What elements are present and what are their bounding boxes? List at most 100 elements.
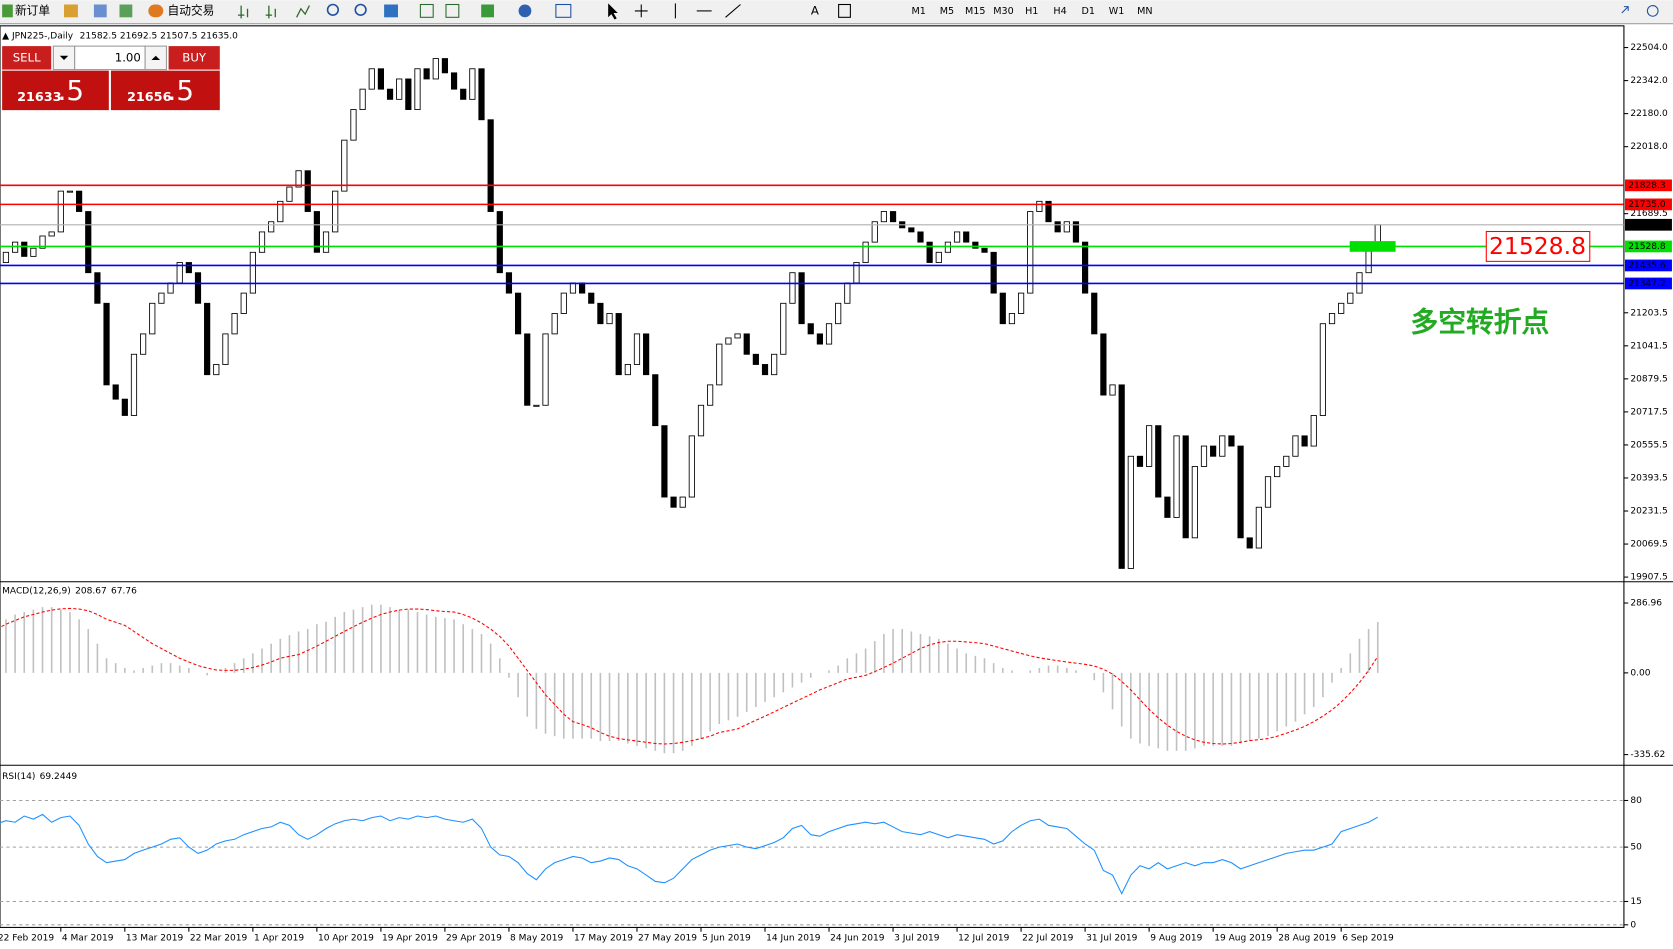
period-button[interactable]: MN [1137,6,1152,17]
toolbar-icon[interactable] [93,4,107,18]
cursor-tool[interactable] [608,3,618,20]
x-tick-label: 19 Apr 2019 [382,934,438,944]
buy-label[interactable]: BUY [182,50,207,64]
x-tick-label: 31 Jul 2019 [1086,934,1137,944]
crosshair-tool[interactable] [634,4,648,18]
macd-bar [416,612,419,673]
level-box [1624,179,1672,192]
candle [1091,292,1098,335]
buy-price-box[interactable] [110,70,220,111]
new-order-icon[interactable] [2,4,13,18]
candle [1063,221,1070,233]
buy-button[interactable] [168,46,220,70]
trendline-tool[interactable] [725,4,741,18]
candle-chart-icon[interactable] [265,5,276,19]
y-tick-label: 20231.5 [1630,507,1667,517]
macd-bar [928,636,931,673]
candle [615,313,622,376]
volume-value[interactable]: 1.00 [115,50,141,64]
candle [478,68,485,121]
macd-bar [252,653,254,673]
sell-button[interactable] [2,46,52,70]
period-button[interactable]: M30 [993,6,1014,17]
search-icon[interactable] [1621,6,1629,14]
macd-bar [233,663,236,673]
candle [377,68,385,90]
rsi-value: 69.2449 [40,771,78,781]
macd-bar [1111,672,1114,710]
period-button[interactable]: M15 [965,6,985,17]
candle [204,302,211,376]
macd-bar [901,629,903,673]
period-button[interactable]: M5 [940,6,954,17]
level-label: 21735.0 [1628,200,1666,210]
candle [780,302,787,355]
level-box [1624,277,1672,290]
macd-bar [407,609,410,673]
text-tool[interactable]: A [811,3,819,17]
period-button[interactable]: M1 [911,6,925,17]
macd-bar [828,670,830,673]
candle [249,251,256,294]
label-tool[interactable] [838,3,851,18]
buy-price[interactable]: 21656 [127,90,172,105]
candle [661,425,668,498]
period-button[interactable]: H4 [1053,6,1066,17]
candle [1292,435,1299,457]
line-chart-icon[interactable] [296,5,310,18]
macd-bar [1120,672,1123,727]
candle [386,88,394,100]
zoom-in-icon[interactable] [326,3,340,16]
sell-label[interactable]: SELL [13,50,41,64]
macd-bar [892,629,894,673]
macd-bar [370,604,373,673]
period-button[interactable]: D1 [1082,6,1096,17]
templates-icon[interactable] [555,3,572,18]
macd-legend: MACD(12,26,9) 208.67 67.76 [2,586,137,596]
zoom-out-icon[interactable] [354,3,367,16]
macd-bar [334,616,336,673]
new-order-button[interactable]: 新订单 [15,3,50,17]
indicators-icon[interactable] [481,4,495,18]
buy-price-fraction[interactable]: .5 [168,74,194,107]
macd-bar [1056,665,1059,673]
candle [85,211,92,274]
macd-bar [864,648,867,673]
candle [130,353,138,416]
shift-icon[interactable] [445,3,460,18]
candle [1164,496,1171,518]
period-button[interactable]: H1 [1025,6,1038,17]
periods-icon[interactable] [518,4,532,18]
auto-trading-icon[interactable] [148,4,164,18]
x-tick-label: 8 May 2019 [510,934,563,944]
candle [66,190,74,193]
candle [533,404,540,407]
period-button[interactable]: W1 [1109,6,1125,17]
sell-price-box[interactable] [2,70,109,111]
sell-price[interactable]: 21633 [17,90,62,105]
toolbar-icon[interactable] [64,4,78,18]
candle [1082,241,1089,294]
candle [972,241,979,249]
candle [1255,506,1262,549]
y-tick-label: 21689.5 [1630,209,1667,219]
x-tick-label: 22 Feb 2019 [0,934,54,944]
auto-trading-button[interactable]: 自动交易 [168,3,215,17]
y-tick-label: 22342.0 [1630,76,1668,86]
x-tick-label: 6 Sep 2019 [1342,934,1394,944]
bar-chart-icon[interactable] [237,5,249,19]
autoscroll-icon[interactable] [419,3,434,18]
macd-bar [1294,672,1297,722]
macd-bar [672,672,675,754]
candle [450,72,458,90]
candle [1228,435,1235,447]
annotations: 21528.8 多空转折点 [1349,230,1591,339]
tile-icon[interactable] [384,4,398,18]
macd-bar [1258,672,1260,739]
sell-price-fraction[interactable]: .5 [58,74,84,107]
chart-title-text: JPN225-,Daily [11,31,74,41]
macd-bar [1367,629,1370,673]
toolbar-icon[interactable] [119,4,133,18]
chat-icon[interactable] [1646,5,1659,17]
